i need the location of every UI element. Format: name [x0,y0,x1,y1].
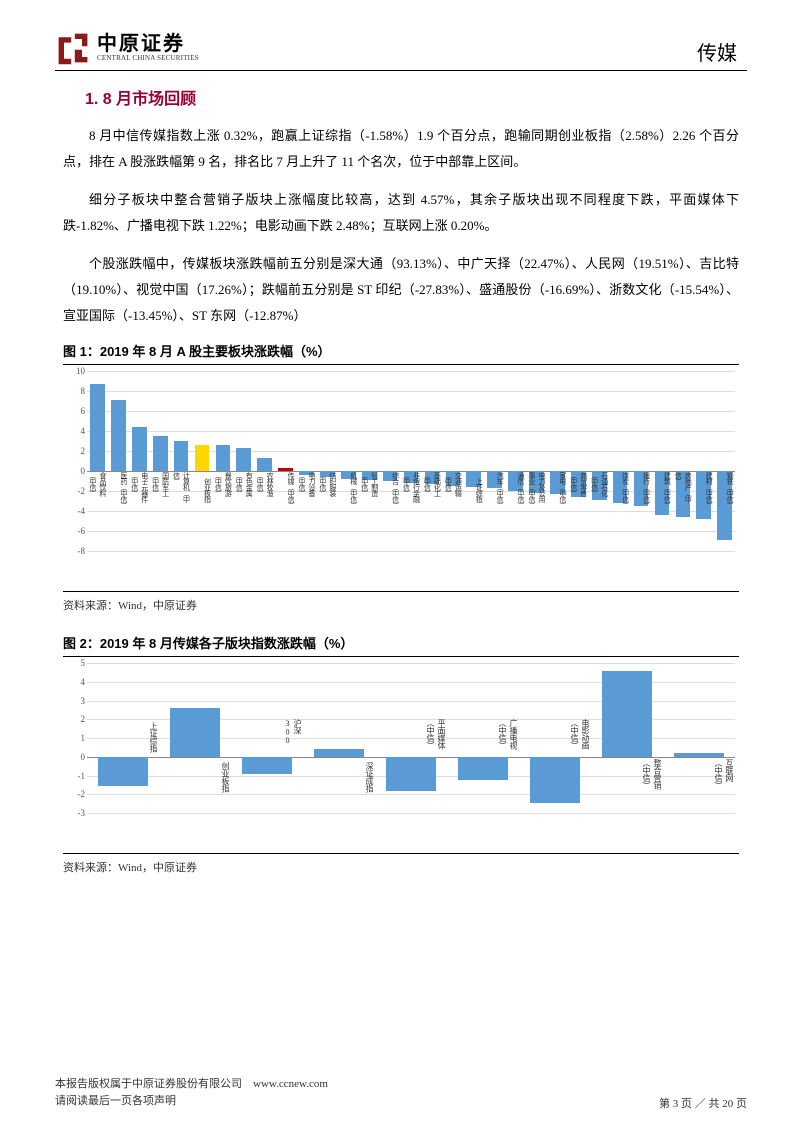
figure1-chart: -8-6-4-20246810食品饮料（中信）医药（中信）电子元器件（中信）国防… [63,365,739,592]
footer-disclaimer: 请阅读最后一页各项声明 [55,1093,328,1111]
body-paragraph: 细分子板块中整合营销子版块上涨幅度比较高，达到 4.57%，其余子版块出现不同程… [63,187,739,239]
figure1-title: 图 1：2019 年 8 月 A 股主要板块涨跌幅（%） [63,341,739,365]
footer-page: 第 3 页 ／ 共 20 页 [659,1095,747,1111]
figure1-source: 资料来源：Wind，中原证券 [63,597,739,613]
logo-cn: 中原证券 [97,34,199,54]
section-title: 1. 8 月市场回顾 [85,85,747,109]
figure2-source: 资料来源：Wind，中原证券 [63,859,739,875]
figure2-title: 图 2：2019 年 8 月传媒各子版块指数涨跌幅（%） [63,633,739,657]
footer-site: www.ccnew.com [253,1078,328,1090]
header-title: 传媒 [697,37,747,66]
logo-en: CENTRAL CHINA SECURITIES [97,54,199,62]
footer-copyright: 本报告版权属于中原证券股份有限公司 [55,1078,242,1090]
company-logo-icon [55,30,91,66]
page-footer: 本报告版权属于中原证券股份有限公司 www.ccnew.com 请阅读最后一页各… [55,1076,747,1111]
body-paragraph: 个股涨跌幅中，传媒板块涨跌幅前五分别是深大通（93.13%）、中广天择（22.4… [63,251,739,329]
body-paragraph: 8 月中信传媒指数上涨 0.32%，跑赢上证综指（-1.58%）1.9 个百分点… [63,123,739,175]
logo-block: 中原证券 CENTRAL CHINA SECURITIES [55,30,199,66]
page-header: 中原证券 CENTRAL CHINA SECURITIES 传媒 [55,30,747,71]
figure2-chart: -3-2-1012345上证综指创业板指沪深300深证成指平面媒体（中信）广播电… [63,657,739,854]
